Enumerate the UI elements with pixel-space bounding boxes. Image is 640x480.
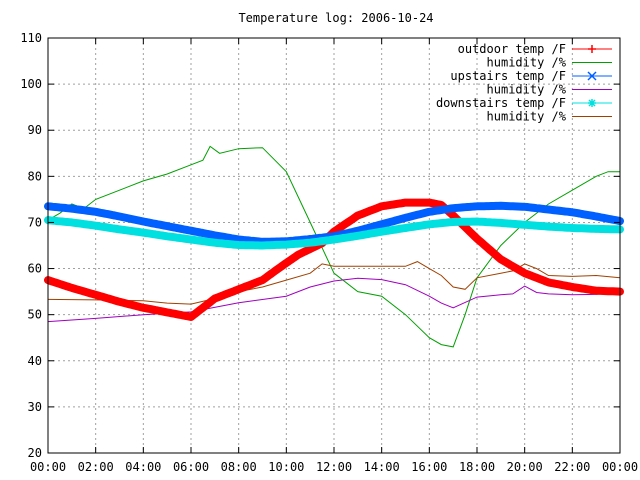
x-tick-label: 22:00 <box>554 460 590 474</box>
x-tick-label: 02:00 <box>78 460 114 474</box>
legend-label: outdoor temp /F <box>458 42 566 56</box>
chart-title: Temperature log: 2006-10-24 <box>238 11 433 25</box>
series-0-outdoor-temp-f <box>44 198 624 321</box>
y-tick-label: 80 <box>28 169 42 183</box>
x-tick-label: 18:00 <box>459 460 495 474</box>
x-tick-label: 16:00 <box>411 460 447 474</box>
series-layer <box>44 145 624 348</box>
x-tick-label: 04:00 <box>125 460 161 474</box>
series-line <box>47 261 621 305</box>
y-tick-label: 20 <box>28 446 42 460</box>
x-tick-label: 00:00 <box>30 460 66 474</box>
y-tick-label: 40 <box>28 354 42 368</box>
x-tick-label: 14:00 <box>364 460 400 474</box>
series-line <box>44 198 624 321</box>
x-tick-label: 12:00 <box>316 460 352 474</box>
y-tick-label: 50 <box>28 308 42 322</box>
y-tick-label: 100 <box>20 77 42 91</box>
x-tick-label: 00:00 <box>602 460 638 474</box>
y-tick-label: 90 <box>28 123 42 137</box>
y-tick-label: 30 <box>28 400 42 414</box>
legend-marker <box>587 71 597 81</box>
x-tick-label: 06:00 <box>173 460 209 474</box>
axis-ticks: 20 30 40 50 60 70 80 90 100 110 00:00 02:00 04:00 06:… <box>20 31 638 474</box>
y-tick-label: 60 <box>28 262 42 276</box>
y-tick-label: 110 <box>20 31 42 45</box>
series-4-downstairs-temp-f <box>44 216 624 250</box>
series-line <box>47 277 621 323</box>
series-line <box>44 216 624 250</box>
x-tick-label: 10:00 <box>268 460 304 474</box>
legend-label: humidity /% <box>487 110 567 124</box>
legend-marker <box>588 99 596 107</box>
legend-label: downstairs temp /F <box>436 96 566 110</box>
legend-label: humidity /% <box>487 56 567 70</box>
legend-label: humidity /% <box>487 83 567 97</box>
x-tick-label: 20:00 <box>507 460 543 474</box>
legend-label: upstairs temp /F <box>450 69 566 83</box>
series-3-humidity <box>47 277 621 323</box>
legend-marker <box>588 45 596 53</box>
y-tick-label: 70 <box>28 215 42 229</box>
x-tick-label: 08:00 <box>221 460 257 474</box>
series-5-humidity <box>47 261 621 305</box>
